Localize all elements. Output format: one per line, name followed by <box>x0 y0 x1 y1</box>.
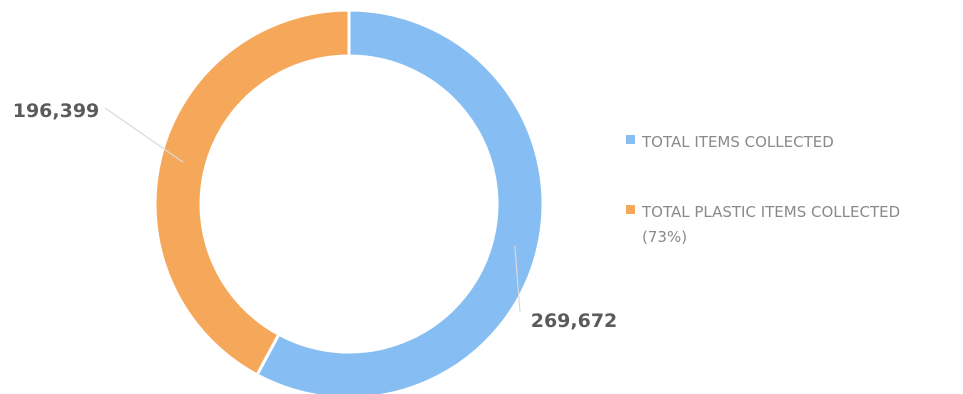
donut-slice-0 <box>254 8 545 394</box>
legend-marker-0 <box>626 135 635 144</box>
donut-slice-1 <box>153 8 351 377</box>
legend-marker-1 <box>626 205 635 214</box>
leader-line-1 <box>104 107 184 163</box>
legend-label-0-line-0: TOTAL ITEMS COLLECTED <box>641 133 834 151</box>
leader-line-0 <box>514 245 521 313</box>
data-label-0: 269,672 <box>531 310 618 332</box>
data-label-1: 196,399 <box>13 100 100 122</box>
legend-label-1-line-1: (73%) <box>642 228 687 246</box>
legend-label-1-line-0: TOTAL PLASTIC ITEMS COLLECTED <box>641 203 900 221</box>
